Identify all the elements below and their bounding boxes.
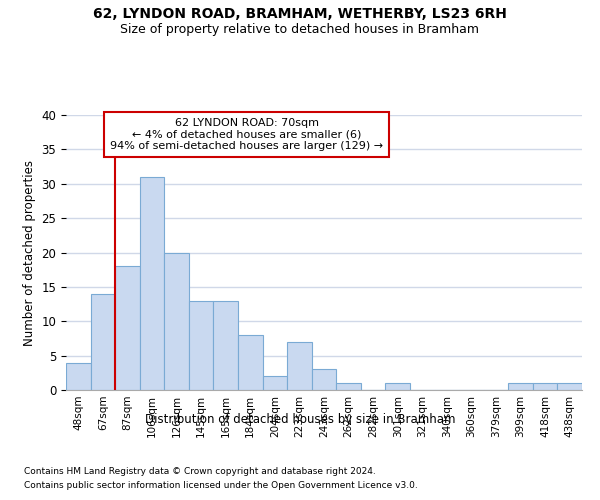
Bar — [263, 376, 287, 390]
Text: Contains public sector information licensed under the Open Government Licence v3: Contains public sector information licen… — [24, 481, 418, 490]
Bar — [115, 266, 140, 390]
Bar — [312, 370, 336, 390]
Text: Size of property relative to detached houses in Bramham: Size of property relative to detached ho… — [121, 22, 479, 36]
Text: 62, LYNDON ROAD, BRAMHAM, WETHERBY, LS23 6RH: 62, LYNDON ROAD, BRAMHAM, WETHERBY, LS23… — [93, 8, 507, 22]
Bar — [336, 383, 361, 390]
Bar — [214, 300, 238, 390]
Bar — [164, 252, 189, 390]
Bar — [287, 342, 312, 390]
Y-axis label: Number of detached properties: Number of detached properties — [23, 160, 36, 346]
Bar — [238, 335, 263, 390]
Bar — [385, 383, 410, 390]
Text: Distribution of detached houses by size in Bramham: Distribution of detached houses by size … — [145, 412, 455, 426]
Bar — [557, 383, 582, 390]
Bar — [91, 294, 115, 390]
Bar — [189, 300, 214, 390]
Bar — [533, 383, 557, 390]
Bar — [66, 362, 91, 390]
Bar — [140, 177, 164, 390]
Bar — [508, 383, 533, 390]
Text: 62 LYNDON ROAD: 70sqm
← 4% of detached houses are smaller (6)
94% of semi-detach: 62 LYNDON ROAD: 70sqm ← 4% of detached h… — [110, 118, 383, 151]
Text: Contains HM Land Registry data © Crown copyright and database right 2024.: Contains HM Land Registry data © Crown c… — [24, 468, 376, 476]
